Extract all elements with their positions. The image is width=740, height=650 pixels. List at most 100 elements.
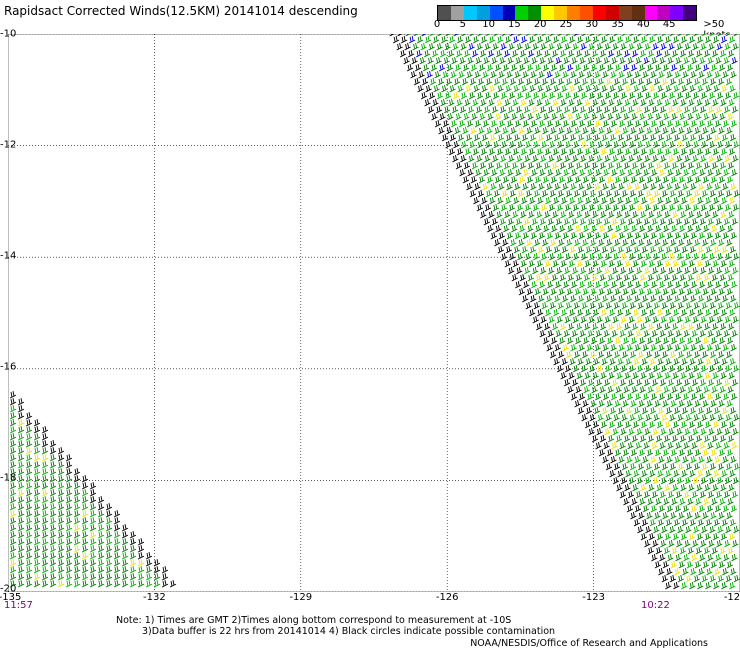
wind-barb xyxy=(514,182,521,191)
wind-barb xyxy=(568,210,575,219)
wind-barb xyxy=(553,84,560,93)
wind-barb xyxy=(153,566,161,574)
wind-barb xyxy=(535,322,543,331)
wind-barb xyxy=(641,518,649,527)
wind-barb xyxy=(663,161,671,170)
wind-barb xyxy=(658,343,665,352)
wind-barb xyxy=(653,34,659,37)
wind-barb xyxy=(708,364,716,373)
wind-barb xyxy=(612,427,619,436)
wind-barb xyxy=(25,524,33,532)
wind-barb xyxy=(698,70,705,79)
wind-barb xyxy=(637,413,644,422)
wind-barb xyxy=(698,567,705,576)
wind-barb xyxy=(491,105,499,114)
wind-barb xyxy=(452,154,459,163)
wind-barb xyxy=(645,301,652,310)
wind-barb xyxy=(723,105,731,114)
wind-barb xyxy=(546,119,554,128)
wind-barb xyxy=(699,490,707,499)
wind-barb xyxy=(161,580,169,588)
wind-barb xyxy=(584,371,591,380)
wind-barb xyxy=(702,287,709,296)
wind-barb xyxy=(633,469,640,478)
wind-barb xyxy=(708,42,715,51)
wind-barb xyxy=(584,259,591,268)
wind-barb xyxy=(569,308,576,317)
wind-barb xyxy=(663,112,670,121)
wind-barb xyxy=(709,574,717,583)
wind-barb xyxy=(417,84,424,93)
wind-barb xyxy=(664,420,672,429)
wind-barb xyxy=(719,546,727,555)
wind-barb xyxy=(592,259,599,268)
wind-barb xyxy=(463,161,471,170)
wind-barb xyxy=(733,301,740,310)
wind-barb xyxy=(525,34,531,37)
wind-barb xyxy=(594,294,601,303)
wind-barb xyxy=(553,357,560,366)
wind-barb xyxy=(695,224,702,233)
wind-barb xyxy=(560,259,567,268)
wind-barb xyxy=(705,518,713,527)
wind-barb xyxy=(556,154,563,163)
wind-barb xyxy=(661,525,668,534)
wind-barb xyxy=(704,259,711,268)
wind-barb xyxy=(639,112,646,121)
wind-barb xyxy=(720,259,727,268)
wind-barb xyxy=(654,126,661,135)
wind-barb xyxy=(523,217,531,226)
wind-barb xyxy=(626,294,633,303)
wind-barb xyxy=(506,182,513,191)
wind-barb xyxy=(424,35,432,44)
wind-barb xyxy=(545,196,552,205)
wind-barb xyxy=(638,175,646,184)
wind-barb xyxy=(97,566,105,574)
wind-barb xyxy=(577,308,584,317)
wind-barb xyxy=(514,70,521,79)
wind-barb xyxy=(677,140,684,149)
wind-barb xyxy=(693,77,701,86)
wind-barb xyxy=(57,531,65,539)
wind-barb xyxy=(528,147,536,156)
wind-barb xyxy=(113,545,121,553)
wind-barb xyxy=(435,56,442,65)
wind-barb xyxy=(653,413,660,422)
wind-barb xyxy=(484,154,491,163)
wind-barb xyxy=(732,364,740,373)
wind-barb xyxy=(683,490,691,499)
wind-barb xyxy=(533,189,541,198)
wind-barb xyxy=(639,224,646,233)
wind-barb xyxy=(627,378,635,387)
wind-barb xyxy=(578,182,585,191)
wind-barb xyxy=(705,196,712,205)
wind-barb xyxy=(41,573,49,581)
wind-barb xyxy=(446,126,453,135)
wind-barb xyxy=(628,154,635,163)
wind-barb xyxy=(543,273,550,282)
wind-barb xyxy=(551,49,559,58)
wind-barb xyxy=(453,34,459,37)
wind-barb xyxy=(658,294,665,303)
wind-barb xyxy=(712,371,719,380)
wind-barb xyxy=(476,203,484,212)
wind-barb xyxy=(557,189,565,198)
wind-barb xyxy=(671,161,679,170)
note-line-1: Note: 1) Times are GMT 2)Times along bot… xyxy=(116,615,512,626)
wind-barb xyxy=(713,469,720,478)
wind-barb xyxy=(73,517,81,525)
wind-barb xyxy=(567,273,574,282)
wind-barb xyxy=(566,63,574,72)
wind-barb xyxy=(580,42,587,51)
wind-barb xyxy=(681,357,688,366)
wind-barb xyxy=(594,119,602,128)
wind-barb xyxy=(579,56,586,65)
wind-barb xyxy=(666,70,673,79)
wind-barb xyxy=(73,503,81,511)
wind-barb xyxy=(564,91,572,100)
wind-barb xyxy=(531,168,538,177)
wind-barb xyxy=(113,552,121,560)
wind-barb xyxy=(443,105,451,114)
wind-barb xyxy=(693,413,700,422)
wind-barb xyxy=(430,63,438,72)
